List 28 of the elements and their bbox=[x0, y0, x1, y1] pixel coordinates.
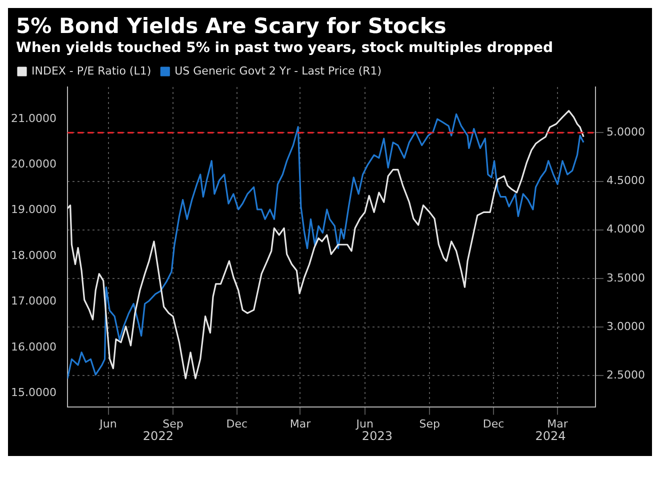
x-tick-label: Mar bbox=[290, 417, 312, 430]
legend-label: INDEX - P/E Ratio (L1) bbox=[32, 64, 152, 78]
y-tick-label: 17.0000 bbox=[10, 294, 56, 308]
y2-tick-label: 5.0000 bbox=[606, 126, 646, 139]
x-tick-label: Dec bbox=[482, 417, 504, 430]
x-tick-label: Sep bbox=[162, 417, 184, 430]
y-tick-label: 19.0000 bbox=[10, 203, 56, 216]
chart-title: 5% Bond Yields Are Scary for Stocks bbox=[15, 14, 448, 38]
x-tick-label: Jun bbox=[355, 417, 374, 430]
x-tick-label: Jun bbox=[98, 417, 117, 430]
y-tick-label: 20.0000 bbox=[10, 158, 56, 171]
y-tick-label: 16.0000 bbox=[10, 340, 56, 354]
text: 2023 bbox=[362, 428, 392, 443]
text: 2024 bbox=[535, 428, 566, 443]
text: 2022 bbox=[142, 428, 174, 443]
y2-tick-label: 2.5000 bbox=[606, 368, 646, 382]
y-tick-label: 15.0000 bbox=[10, 386, 56, 399]
x-tick-label: Sep bbox=[419, 417, 440, 430]
y2-tick-label: 3.5000 bbox=[606, 271, 646, 284]
y-tick-label: 18.0000 bbox=[10, 248, 56, 262]
x-tick-label: Mar bbox=[547, 417, 568, 430]
y-tick-label: 21.0000 bbox=[10, 112, 56, 125]
chart-subtitle: When yields touched 5% in past two years, stock multiples dropped bbox=[15, 40, 554, 56]
legend-label: US Generic Govt 2 Yr - Last Price (R1) bbox=[174, 64, 382, 78]
y2-tick-label: 4.5000 bbox=[606, 174, 646, 188]
y2-tick-label: 3.0000 bbox=[606, 320, 646, 333]
y2-tick-label: 4.0000 bbox=[606, 222, 646, 236]
x-tick-label: Dec bbox=[226, 417, 248, 430]
